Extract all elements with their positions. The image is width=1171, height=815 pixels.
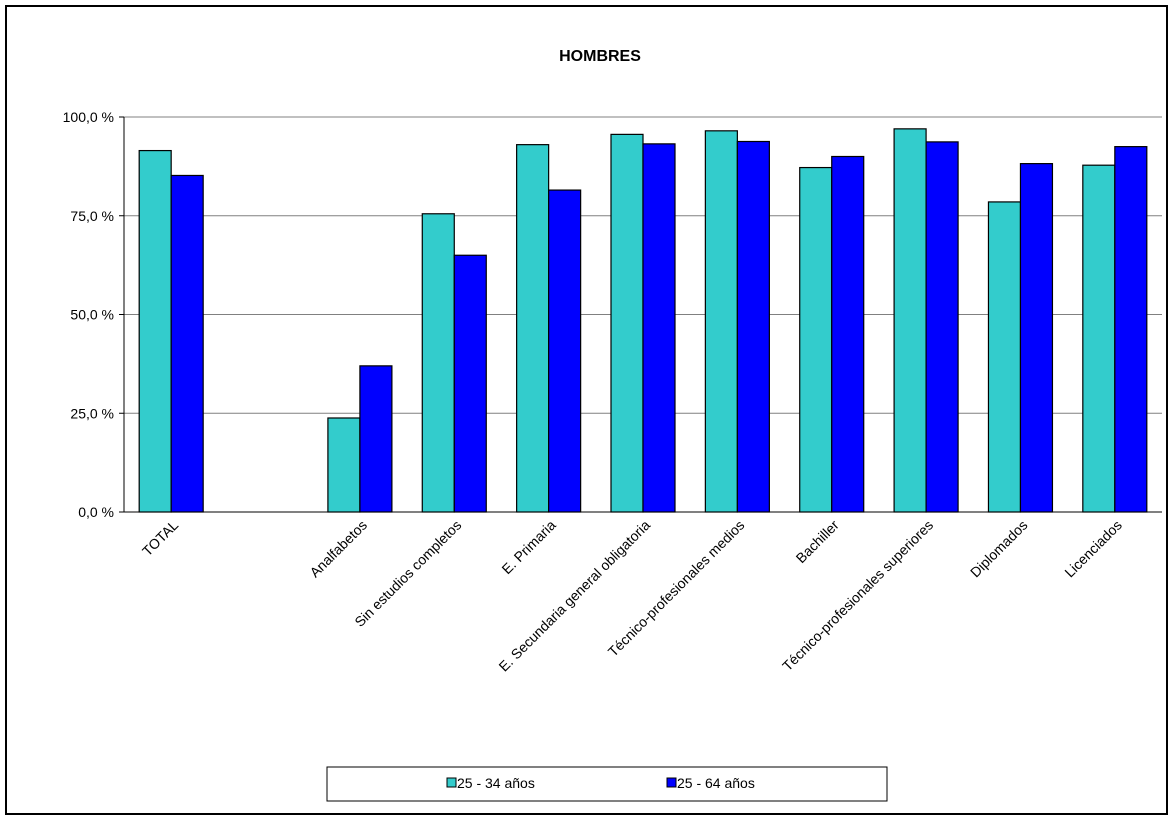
y-tick-label: 100,0 % bbox=[63, 109, 114, 125]
chart-frame: HOMBRES 0,0 % 25,0 % 50,0 % 75,0 % 100,0 % T… bbox=[5, 5, 1168, 815]
y-tick-label: 50,0 % bbox=[70, 307, 114, 323]
legend-label: 25 - 64 años bbox=[677, 775, 755, 791]
legend-swatch bbox=[666, 777, 677, 788]
bars bbox=[138, 128, 1148, 513]
bar-series-1 bbox=[138, 149, 172, 513]
bar-series-2 bbox=[170, 174, 204, 513]
bar-series-1 bbox=[610, 133, 644, 513]
bar-series-2 bbox=[831, 155, 865, 513]
bar-series-2 bbox=[736, 140, 770, 513]
category-label: Técnico-profesionales superiores bbox=[779, 517, 936, 674]
y-tick-labels: 0,0 % 25,0 % 50,0 % 75,0 % 100,0 % bbox=[63, 109, 114, 520]
bar-series-2 bbox=[453, 254, 487, 513]
bar-series-1 bbox=[516, 144, 550, 513]
category-label: Sin estudios completos bbox=[351, 517, 464, 630]
y-tick-label: 0,0 % bbox=[78, 504, 114, 520]
bar-series-2 bbox=[1019, 163, 1054, 513]
bar-series-1 bbox=[327, 417, 361, 513]
bar-chart: HOMBRES 0,0 % 25,0 % 50,0 % 75,0 % 100,0 % T… bbox=[63, 48, 1162, 802]
category-label: Bachiller bbox=[793, 517, 843, 567]
bar-series-1 bbox=[1082, 164, 1116, 513]
bar-series-1 bbox=[799, 166, 833, 513]
bar-series-2 bbox=[1114, 146, 1148, 513]
category-label: Analfabetos bbox=[306, 517, 370, 581]
category-label: E. Secundaria general obligatoria bbox=[495, 517, 653, 675]
legend: 25 - 34 años 25 - 64 años bbox=[326, 766, 888, 802]
bar-series-2 bbox=[359, 365, 393, 513]
category-label: E. Primaria bbox=[498, 517, 558, 577]
bar-series-2 bbox=[642, 143, 676, 513]
legend-swatch bbox=[446, 777, 457, 788]
category-label: Licenciados bbox=[1061, 517, 1125, 581]
category-label: Diplomados bbox=[967, 517, 1031, 581]
bar-series-1 bbox=[421, 213, 455, 513]
bar-series-1 bbox=[893, 128, 927, 513]
legend-label: 25 - 34 años bbox=[457, 775, 535, 791]
category-label: TOTAL bbox=[139, 517, 181, 559]
axes bbox=[123, 117, 1162, 513]
chart-title: HOMBRES bbox=[559, 48, 641, 65]
legend-box bbox=[326, 766, 888, 802]
bar-series-1 bbox=[704, 130, 738, 513]
y-tick-label: 75,0 % bbox=[70, 208, 114, 224]
bar-series-2 bbox=[548, 189, 582, 513]
bar-series-2 bbox=[925, 141, 959, 513]
bar-series-1 bbox=[987, 201, 1022, 513]
y-tick-label: 25,0 % bbox=[70, 405, 114, 421]
